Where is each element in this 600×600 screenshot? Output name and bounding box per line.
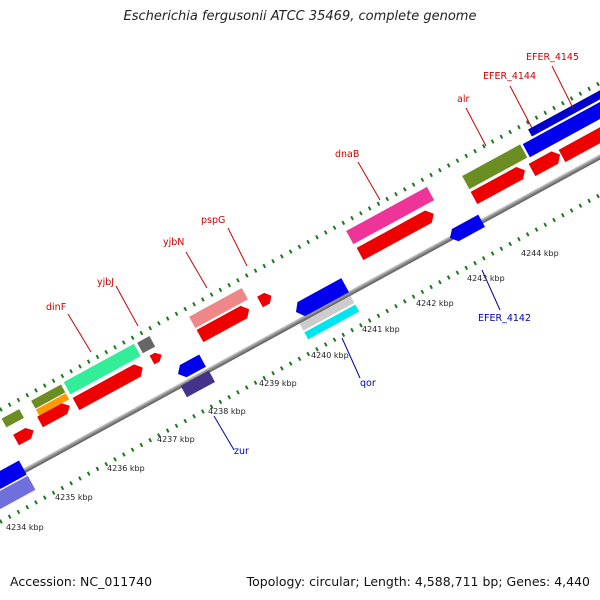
genome-summary-text: Topology: circular; Length: 4,588,711 bp… bbox=[246, 574, 590, 589]
coordinate-label: 4240 kbp bbox=[311, 351, 349, 360]
gene-label-pspG: pspG bbox=[201, 215, 225, 226]
coordinate-label: 4244 kbp bbox=[521, 249, 559, 258]
gene-label-EFER_4145: EFER_4145 bbox=[526, 52, 579, 63]
gene-yjbN[interactable] bbox=[189, 288, 249, 329]
cds-arrow[interactable] bbox=[196, 303, 253, 343]
gene-label-zur: zur bbox=[234, 446, 249, 457]
gene-feature[interactable] bbox=[0, 475, 36, 509]
gene-label-EFER_4142: EFER_4142 bbox=[478, 313, 531, 324]
cds-arrow[interactable] bbox=[37, 400, 73, 428]
accession-text: Accession: NC_011740 bbox=[10, 574, 153, 589]
coordinate-label: 4238 kbp bbox=[208, 407, 246, 416]
cds-arrow-reverse[interactable] bbox=[292, 278, 349, 319]
forward-leader-lines bbox=[67, 65, 574, 353]
reverse-leader-lines bbox=[213, 269, 501, 451]
cds-arrow[interactable] bbox=[72, 361, 146, 411]
gene-label-yjbJ: yjbJ bbox=[97, 277, 114, 288]
gene-feature[interactable] bbox=[35, 393, 70, 416]
cds-arrow[interactable] bbox=[149, 350, 164, 365]
gene-qor[interactable] bbox=[304, 304, 360, 340]
gene-zur[interactable] bbox=[180, 370, 215, 398]
gene-label-yjbN: yjbN bbox=[163, 237, 184, 248]
cds-arrow[interactable] bbox=[257, 291, 274, 308]
gene-EFER_4145[interactable] bbox=[522, 96, 600, 158]
cds-arrow[interactable] bbox=[13, 425, 36, 446]
coordinate-label: 4242 kbp bbox=[416, 299, 454, 308]
coordinate-label: 4235 kbp bbox=[55, 493, 93, 502]
gene-dinF[interactable] bbox=[63, 343, 141, 395]
gene-dnaB[interactable] bbox=[346, 186, 435, 245]
gene-feature[interactable] bbox=[528, 86, 600, 137]
reverse-tick-track bbox=[0, 193, 600, 524]
coordinate-label: 4239 kbp bbox=[259, 379, 297, 388]
cds-arrow-reverse[interactable] bbox=[175, 354, 206, 380]
cds-arrow[interactable] bbox=[558, 123, 600, 163]
coordinate-label: 4241 kbp bbox=[362, 325, 400, 334]
cds-arrow-reverse[interactable] bbox=[447, 214, 485, 245]
cds-arrow[interactable] bbox=[470, 164, 529, 205]
cds-arrow[interactable] bbox=[528, 149, 564, 177]
forward-tick-track bbox=[0, 81, 600, 412]
gene-label-alr: alr bbox=[457, 94, 469, 105]
gene-yjbJ[interactable] bbox=[137, 336, 156, 354]
gene-feature[interactable] bbox=[0, 460, 27, 489]
gene-feature[interactable] bbox=[299, 295, 355, 331]
gene-label-dnaB: dnaB bbox=[335, 149, 359, 160]
gene-feature[interactable] bbox=[31, 384, 66, 409]
cds-arrow[interactable] bbox=[356, 208, 437, 261]
gene-feature[interactable] bbox=[1, 409, 24, 428]
map-title: Escherichia fergusonii ATCC 35469, compl… bbox=[123, 9, 477, 24]
gene-label-dinF: dinF bbox=[46, 302, 66, 313]
gene-label-qor: qor bbox=[360, 378, 376, 389]
coordinate-label: 4243 kbp bbox=[467, 274, 505, 283]
gene-alr[interactable] bbox=[462, 144, 528, 190]
gene-label-EFER_4144: EFER_4144 bbox=[483, 71, 536, 82]
coordinate-label: 4234 kbp bbox=[6, 523, 44, 532]
coordinate-label: 4236 kbp bbox=[107, 464, 145, 473]
coordinate-label: 4237 kbp bbox=[157, 435, 195, 444]
